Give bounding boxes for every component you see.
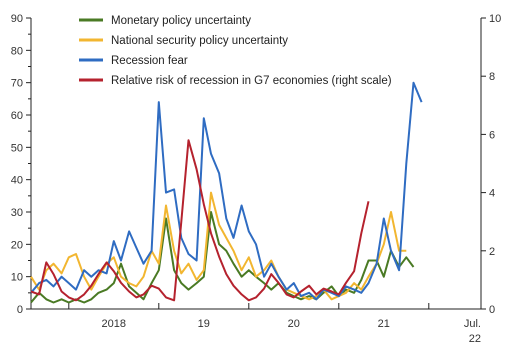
legend-label: Recession fear bbox=[111, 55, 188, 67]
left-tick-label: 50 bbox=[11, 142, 23, 154]
x-tick-label: 19 bbox=[198, 318, 210, 330]
legend-label: Relative risk of recession in G7 economi… bbox=[111, 75, 392, 87]
legend-label: National security policy uncertainty bbox=[111, 35, 288, 47]
left-tick-label: 60 bbox=[11, 110, 23, 122]
left-tick-label: 20 bbox=[11, 239, 23, 251]
legend-label: Monetary policy uncertainty bbox=[111, 15, 251, 27]
left-tick-label: 70 bbox=[11, 78, 23, 90]
x-axis: 2018 19 20 21 Jul. 22 bbox=[68, 303, 481, 345]
x-tick-label: 20 bbox=[288, 318, 300, 330]
left-tick-label: 30 bbox=[11, 207, 23, 219]
left-tick-label: 80 bbox=[11, 45, 23, 57]
series-line-monetary bbox=[30, 211, 415, 304]
right-axis: 0 2 4 6 8 10 bbox=[481, 13, 501, 316]
left-tick-label: 10 bbox=[11, 272, 23, 284]
right-tick-label: 4 bbox=[489, 188, 495, 200]
right-tick-label: 6 bbox=[489, 129, 495, 141]
left-tick-label: 40 bbox=[11, 175, 23, 187]
x-tick-label: Jul. bbox=[464, 318, 481, 330]
left-tick-label: 90 bbox=[11, 13, 23, 25]
series-line-relative-risk bbox=[30, 139, 370, 302]
series-lines bbox=[30, 81, 423, 304]
left-tick-label: 0 bbox=[17, 304, 23, 316]
series-line-recession-fear bbox=[30, 81, 423, 301]
series-line-national bbox=[30, 191, 407, 301]
right-tick-label: 2 bbox=[489, 246, 495, 258]
x-tick-label: 2018 bbox=[102, 318, 126, 330]
right-tick-label: 10 bbox=[489, 13, 501, 25]
legend: Monetary policy uncertainty National secu… bbox=[79, 15, 392, 87]
x-tick-label: 21 bbox=[378, 318, 390, 330]
right-tick-label: 0 bbox=[489, 304, 495, 316]
left-axis: 0 10 20 30 40 50 60 70 80 90 bbox=[11, 13, 31, 316]
x-tick-label: 22 bbox=[469, 333, 481, 345]
right-tick-label: 8 bbox=[489, 71, 495, 83]
